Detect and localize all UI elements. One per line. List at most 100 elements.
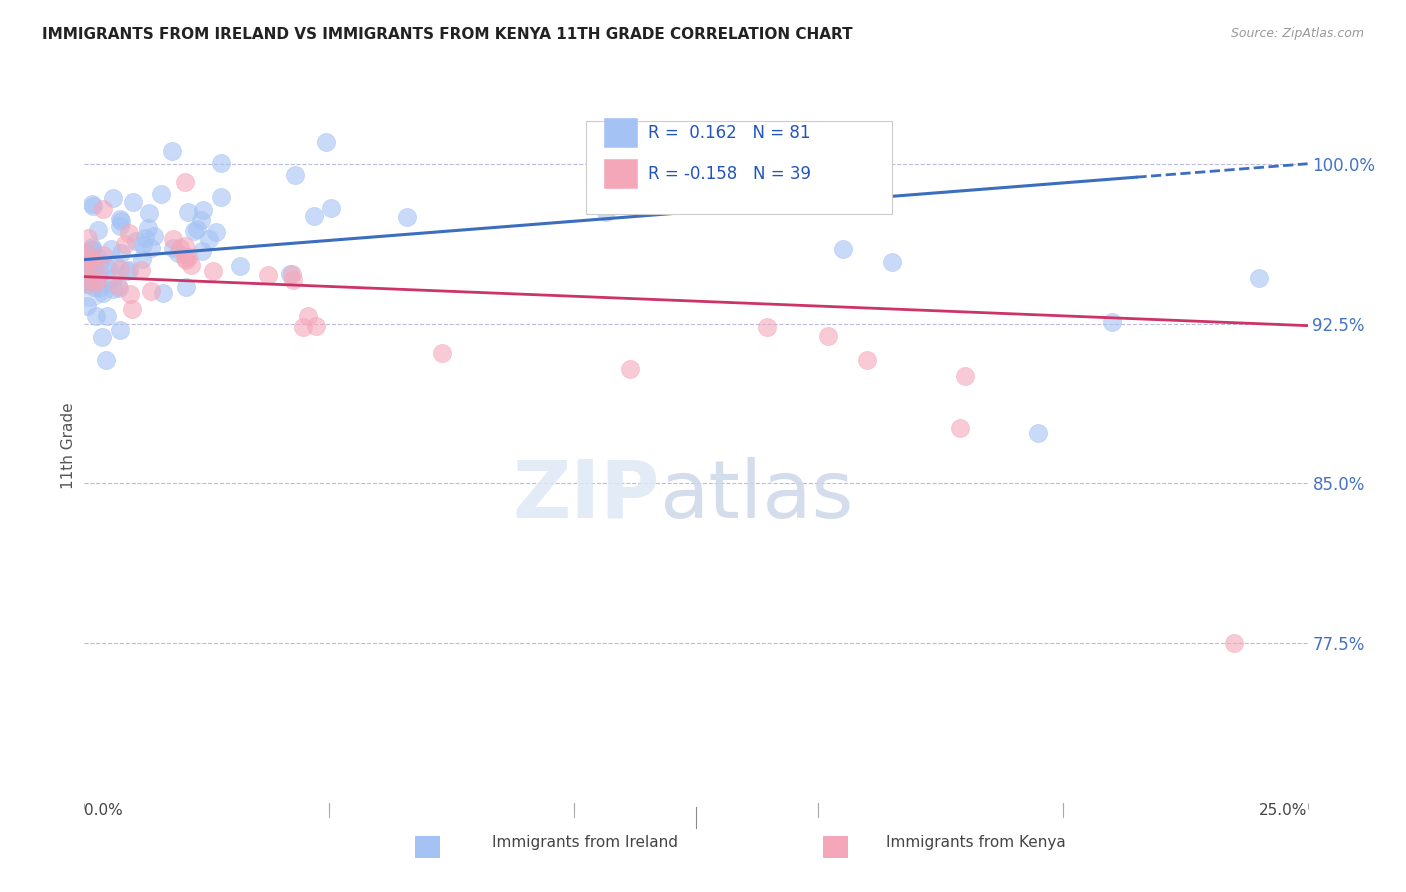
Point (77, 231, 100, 245)
Point (167, 246, 190, 260)
Point (321, 201, 343, 215)
Point (80, 263, 103, 277)
Point (118, 287, 141, 301)
Point (75, 257, 97, 271)
Point (856, 353, 879, 368)
Point (880, 254, 903, 268)
Point (87, 256, 110, 270)
Point (91, 330, 114, 344)
Point (595, 205, 617, 219)
Point (115, 264, 138, 278)
Point (228, 259, 250, 273)
Text: atlas: atlas (659, 457, 853, 535)
Point (1028, 426, 1050, 441)
Point (77, 249, 100, 263)
Point (180, 258, 202, 272)
Point (87, 223, 110, 237)
Point (139, 284, 162, 298)
Text: ZIP: ZIP (512, 457, 659, 535)
Text: Source: ZipAtlas.com: Source: ZipAtlas.com (1230, 27, 1364, 40)
Point (198, 232, 221, 246)
Point (75, 277, 97, 291)
Point (79, 244, 101, 259)
Point (756, 320, 779, 334)
Point (80, 274, 103, 288)
Point (209, 156, 232, 170)
Point (117, 226, 139, 240)
Point (205, 226, 228, 240)
Point (637, 156, 659, 170)
Point (87, 251, 110, 265)
Point (108, 261, 131, 276)
Point (160, 145, 183, 159)
Point (831, 242, 853, 256)
Point (281, 273, 304, 287)
Point (139, 241, 162, 255)
Point (186, 221, 208, 235)
Point (152, 286, 174, 301)
Point (82, 254, 104, 268)
Point (183, 224, 205, 238)
Point (131, 252, 153, 267)
Point (169, 241, 191, 255)
Point (211, 189, 233, 203)
Text: R =  0.162   N = 81: R = 0.162 N = 81 (648, 125, 811, 143)
Point (110, 246, 132, 260)
Point (620, 178, 643, 193)
Point (96, 309, 118, 323)
Point (174, 238, 197, 252)
Point (278, 267, 301, 281)
Point (173, 251, 195, 265)
Point (101, 271, 124, 285)
Point (118, 262, 141, 277)
Point (395, 210, 418, 224)
Point (190, 212, 212, 227)
Text: 0.0%: 0.0% (84, 803, 124, 818)
Point (97, 260, 120, 275)
Point (136, 221, 159, 235)
Point (134, 231, 156, 245)
Point (82, 240, 104, 254)
Point (302, 210, 325, 224)
Point (149, 187, 172, 202)
Point (291, 319, 314, 334)
Point (297, 309, 319, 323)
Point (430, 346, 453, 360)
Point (110, 219, 132, 233)
Point (91, 202, 114, 216)
Point (82, 196, 104, 211)
Point (87, 281, 110, 295)
Point (953, 368, 976, 383)
Point (315, 136, 337, 150)
Point (91, 285, 114, 300)
Point (817, 328, 839, 343)
Point (1247, 271, 1270, 285)
Point (191, 203, 214, 218)
Point (281, 267, 304, 281)
Point (108, 212, 131, 227)
Point (104, 257, 127, 271)
Point (132, 238, 155, 252)
Point (138, 206, 160, 220)
Text: R = -0.158   N = 39: R = -0.158 N = 39 (648, 165, 811, 183)
Point (191, 244, 214, 258)
Point (76, 299, 98, 313)
Point (91, 248, 114, 262)
Point (284, 169, 307, 183)
Point (77, 268, 100, 282)
Point (201, 264, 224, 278)
Point (100, 242, 122, 256)
Point (75, 260, 97, 274)
Point (619, 362, 641, 376)
Point (1101, 315, 1123, 329)
Point (110, 214, 132, 228)
Point (96, 353, 118, 368)
Text: IMMIGRANTS FROM IRELAND VS IMMIGRANTS FROM KENYA 11TH GRADE CORRELATION CHART: IMMIGRANTS FROM IRELAND VS IMMIGRANTS FR… (42, 27, 853, 42)
Point (73, 260, 96, 274)
Point (87, 268, 110, 282)
Point (176, 280, 198, 294)
Text: Immigrants from Ireland: Immigrants from Ireland (492, 836, 678, 850)
Point (162, 241, 184, 255)
Point (73, 248, 96, 262)
Text: Immigrants from Kenya: Immigrants from Kenya (886, 836, 1066, 850)
